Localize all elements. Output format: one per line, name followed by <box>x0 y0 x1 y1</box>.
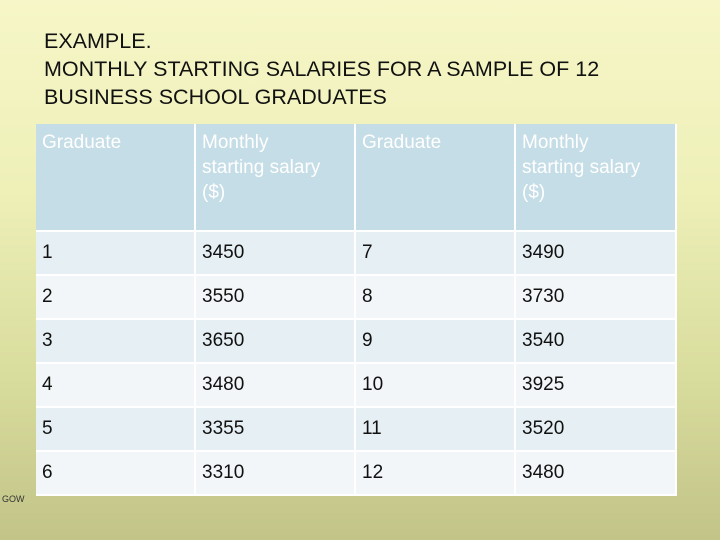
table-cell: 7 <box>356 232 516 276</box>
table-cell: 2 <box>36 276 196 320</box>
table-row: 4 3480 10 3925 <box>36 364 677 408</box>
table-cell: 3 <box>36 320 196 364</box>
table-cell: 12 <box>356 452 516 496</box>
title-line-3: BUSINESS SCHOOL GRADUATES <box>44 85 387 109</box>
table-cell: 9 <box>356 320 516 364</box>
title-line-2: MONTHLY STARTING SALARIES FOR A SAMPLE O… <box>44 57 600 81</box>
table-row: 3 3650 9 3540 <box>36 320 677 364</box>
title-line-1: EXAMPLE. <box>44 29 152 53</box>
table-cell: 6 <box>36 452 196 496</box>
table-cell: 8 <box>356 276 516 320</box>
slide-title: EXAMPLE. MONTHLY STARTING SALARIES FOR A… <box>44 27 704 111</box>
table-cell: 10 <box>356 364 516 408</box>
header-cell-graduate: Graduate <box>36 124 196 232</box>
table-row: 6 3310 12 3480 <box>36 452 677 496</box>
table-cell: 5 <box>36 408 196 452</box>
footer-label: GOW <box>2 494 25 504</box>
table-cell: 3355 <box>196 408 356 452</box>
table-cell: 1 <box>36 232 196 276</box>
table-cell: 3520 <box>516 408 677 452</box>
header-cell-monthly-salary: Monthly starting salary ($) <box>196 124 356 232</box>
table-cell: 3490 <box>516 232 677 276</box>
table-row: 1 3450 7 3490 <box>36 232 677 276</box>
table-row: 2 3550 8 3730 <box>36 276 677 320</box>
table-cell: 3540 <box>516 320 677 364</box>
table-cell: 3480 <box>516 452 677 496</box>
header-cell-monthly-salary: Monthly starting salary ($) <box>516 124 677 232</box>
table-cell: 3650 <box>196 320 356 364</box>
table-cell: 3310 <box>196 452 356 496</box>
table-cell: 4 <box>36 364 196 408</box>
salary-table: Graduate Monthly starting salary ($) Gra… <box>36 124 677 496</box>
table-row: 5 3355 11 3520 <box>36 408 677 452</box>
table-cell: 3550 <box>196 276 356 320</box>
table-cell: 3450 <box>196 232 356 276</box>
table-cell: 3480 <box>196 364 356 408</box>
table-cell: 11 <box>356 408 516 452</box>
table-header-row: Graduate Monthly starting salary ($) Gra… <box>36 124 677 232</box>
table-cell: 3925 <box>516 364 677 408</box>
header-cell-graduate: Graduate <box>356 124 516 232</box>
table-cell: 3730 <box>516 276 677 320</box>
